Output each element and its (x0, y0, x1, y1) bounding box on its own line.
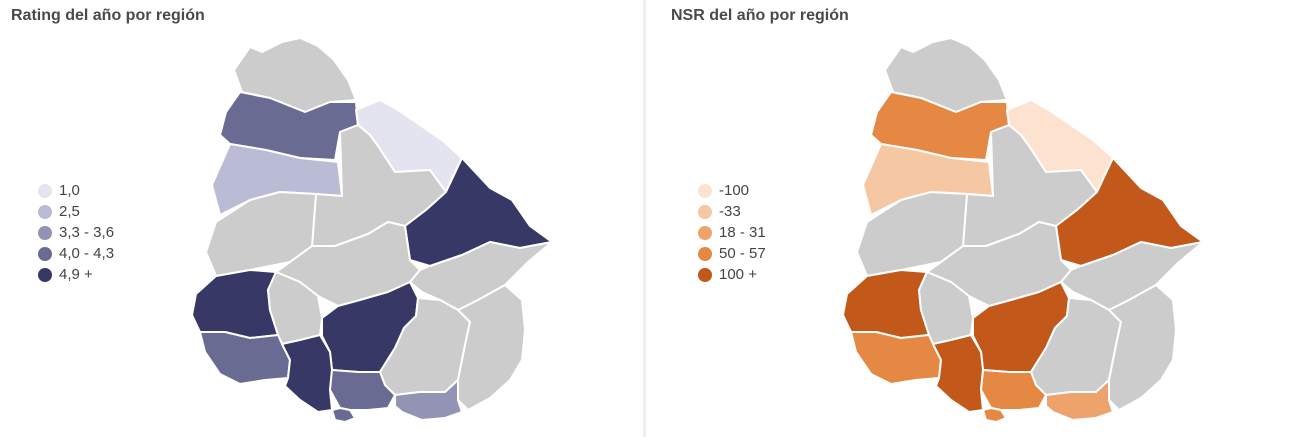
rating-map (191, 37, 553, 423)
legend-swatch (698, 204, 712, 219)
legend-label: -33 (719, 203, 741, 220)
nsr-panel: NSR del año por región -100 -33 18 - 31 … (651, 0, 1291, 437)
region-san-jose[interactable] (281, 334, 333, 413)
legend-item[interactable]: 2,5 (38, 201, 114, 222)
legend-item[interactable]: 4,9 + (38, 264, 114, 285)
legend-item[interactable]: 4,0 - 4,3 (38, 243, 114, 264)
legend-label: 50 - 57 (719, 245, 766, 262)
region-colonia[interactable] (199, 331, 291, 385)
region-maldonado[interactable] (394, 379, 463, 421)
legend-swatch (698, 246, 712, 261)
region-rocha[interactable] (457, 284, 526, 411)
legend-swatch (38, 204, 52, 219)
rating-panel-title: Rating del año por región (11, 7, 205, 24)
legend-swatch (698, 225, 712, 240)
region-canelones[interactable] (329, 369, 396, 411)
region-salto[interactable] (870, 91, 1010, 161)
legend-item[interactable]: 3,3 - 3,6 (38, 222, 114, 243)
rating-legend: 1,0 2,5 3,3 - 3,6 4,0 - 4,3 4,9 + (38, 180, 114, 285)
region-maldonado[interactable] (1045, 379, 1114, 421)
legend-label: 1,0 (59, 182, 80, 199)
region-soriano[interactable] (842, 269, 930, 339)
region-montevideo[interactable] (331, 407, 356, 423)
legend-label: -100 (719, 182, 750, 199)
legend-swatch (38, 183, 52, 198)
legend-label: 100 + (719, 266, 757, 283)
nsr-legend: -100 -33 18 - 31 50 - 57 100 + (698, 180, 766, 285)
legend-swatch (38, 225, 52, 240)
nsr-panel-title: NSR del año por región (671, 7, 849, 24)
legend-label: 4,9 + (59, 266, 93, 283)
region-treinta-y-tres[interactable] (409, 241, 553, 311)
region-canelones[interactable] (980, 369, 1047, 411)
legend-label: 18 - 31 (719, 224, 766, 241)
rating-panel: Rating del año por región 1,0 2,5 3,3 - … (0, 0, 640, 437)
legend-item[interactable]: 50 - 57 (698, 243, 766, 264)
legend-item[interactable]: 18 - 31 (698, 222, 766, 243)
legend-swatch (698, 183, 712, 198)
legend-item[interactable]: 1,0 (38, 180, 114, 201)
legend-item[interactable]: -100 (698, 180, 766, 201)
panel-divider (643, 0, 646, 437)
legend-label: 2,5 (59, 203, 80, 220)
region-colonia[interactable] (850, 331, 942, 385)
nsr-map (842, 37, 1204, 423)
region-salto[interactable] (219, 91, 359, 161)
region-soriano[interactable] (191, 269, 279, 339)
region-rocha[interactable] (1108, 284, 1177, 411)
legend-label: 3,3 - 3,6 (59, 224, 115, 241)
legend-swatch (38, 267, 52, 282)
legend-swatch (698, 267, 712, 282)
legend-item[interactable]: 100 + (698, 264, 766, 285)
legend-item[interactable]: -33 (698, 201, 766, 222)
region-montevideo[interactable] (982, 407, 1007, 423)
legend-label: 4,0 - 4,3 (59, 245, 115, 262)
legend-swatch (38, 246, 52, 261)
region-treinta-y-tres[interactable] (1060, 241, 1204, 311)
region-san-jose[interactable] (932, 334, 984, 413)
